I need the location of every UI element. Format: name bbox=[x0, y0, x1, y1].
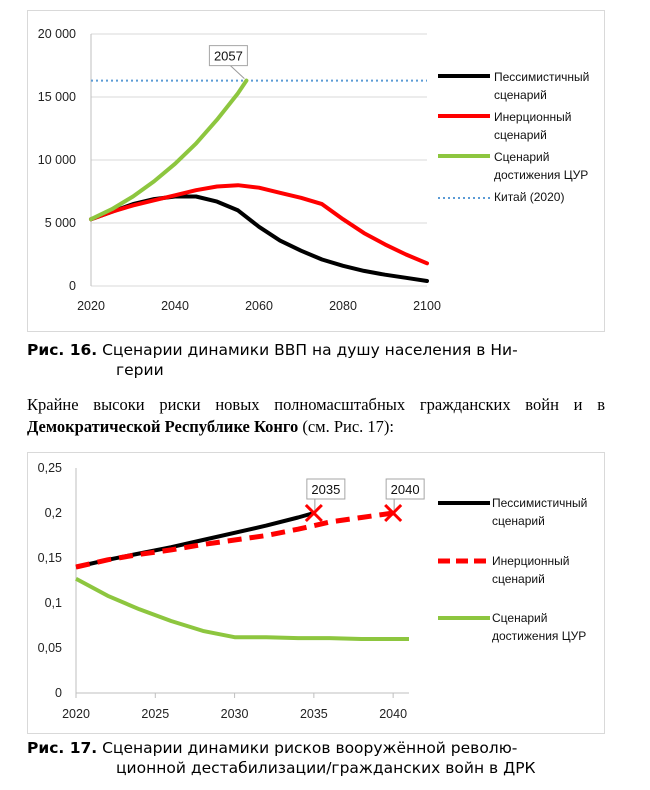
series-line bbox=[75, 510, 394, 570]
legend-entry: Пессимистичный bbox=[492, 496, 587, 510]
y-tick-label: 20 000 bbox=[38, 27, 76, 41]
y-tick-label: 0,2 bbox=[45, 506, 62, 520]
paragraph-text-2: (см. Рис. 17): bbox=[298, 417, 395, 436]
legend-entry: Сценарий bbox=[494, 150, 549, 164]
legend-entry: сценарий bbox=[492, 572, 545, 586]
chart-16: 0 5 000 10 000 15 000 20 000 2020 2040 2060 2080… bbox=[27, 10, 605, 332]
legend-entry: достижения ЦУР bbox=[492, 629, 586, 643]
legend-entry: Пессимистичный bbox=[494, 70, 589, 84]
callout-leader bbox=[230, 65, 245, 79]
callout-label: 2057 bbox=[214, 49, 243, 64]
y-tick-label: 0 bbox=[55, 686, 62, 700]
legend-entry: Китай (2020) bbox=[494, 190, 564, 204]
series-line bbox=[75, 511, 315, 569]
x-tick-label: 2040 bbox=[161, 299, 189, 313]
callout-box bbox=[385, 478, 425, 500]
chart-16-plot: 0 5 000 10 000 15 000 20 000 2020 2040 2060 2080… bbox=[38, 27, 590, 313]
figure-17-caption-label: Рис. 17. bbox=[27, 739, 98, 757]
paragraph-text-1: Крайне высоки риски новых полномасштабны… bbox=[27, 395, 605, 414]
x-tick-label: 2030 bbox=[221, 707, 249, 721]
x-tick-label: 2035 bbox=[300, 707, 328, 721]
figure-17-caption-line1: Сценарии динамики рисков вооружённой рев… bbox=[102, 739, 518, 757]
legend-entry: Сценарий bbox=[492, 611, 547, 625]
callout-label: 2040 bbox=[391, 482, 420, 497]
figure-17-caption: Рис. 17. Сценарии динамики рисков вооруж… bbox=[27, 738, 617, 778]
x-tick-label: 2080 bbox=[329, 299, 357, 313]
callout-label: 2035 bbox=[311, 482, 340, 497]
legend-entry: сценарий bbox=[492, 514, 545, 528]
series-line bbox=[89, 78, 249, 222]
x-tick-label: 2020 bbox=[62, 707, 90, 721]
x-marker bbox=[304, 503, 323, 523]
x-tick-label: 2100 bbox=[413, 299, 441, 313]
figure-16-caption-line2: герии bbox=[116, 361, 164, 379]
x-tick-label: 2040 bbox=[379, 707, 407, 721]
legend-entry: сценарий bbox=[494, 88, 547, 102]
callout-box bbox=[208, 45, 248, 67]
y-tick-label: 10 000 bbox=[38, 153, 76, 167]
x-tick-label: 2020 bbox=[77, 299, 105, 313]
y-tick-label: 0,25 bbox=[38, 461, 62, 475]
y-tick-label: 0,1 bbox=[45, 596, 62, 610]
y-tick-label: 0,05 bbox=[38, 641, 62, 655]
x-tick-label: 2025 bbox=[141, 707, 169, 721]
figure-16-caption-line1: Сценарии динамики ВВП на душу населения … bbox=[102, 341, 518, 359]
x-tick-label: 2060 bbox=[245, 299, 273, 313]
callout-box bbox=[306, 478, 346, 500]
figure-16-caption-label: Рис. 16. bbox=[27, 341, 98, 359]
legend-entry: сценарий bbox=[494, 128, 547, 142]
legend-entry: Инерционный bbox=[494, 110, 571, 124]
figure-17-caption-line2: ционной дестабилизации/гражданских войн … bbox=[116, 759, 536, 777]
chart-17: 0 0,05 0,1 0,15 0,2 0,25 2020 2025 2030 2035 2040 2… bbox=[27, 452, 605, 734]
y-tick-label: 0 bbox=[69, 279, 76, 293]
y-tick-label: 5 000 bbox=[45, 216, 76, 230]
legend-entry: Инерционный bbox=[492, 554, 569, 568]
series-line bbox=[75, 576, 409, 641]
legend-entry: достижения ЦУР bbox=[494, 168, 588, 182]
figure-16-caption: Рис. 16. Сценарии динамики ВВП на душу н… bbox=[27, 340, 607, 380]
series-line bbox=[89, 183, 429, 266]
x-marker bbox=[384, 503, 403, 523]
chart-17-plot: 0 0,05 0,1 0,15 0,2 0,25 2020 2025 2030 2035 2040 2… bbox=[38, 461, 588, 721]
y-tick-label: 15 000 bbox=[38, 90, 76, 104]
y-tick-label: 0,15 bbox=[38, 551, 62, 565]
paragraph-bold-drc: Демократической Республике Конго bbox=[27, 417, 299, 436]
body-paragraph: Крайне высоки риски новых полномасштабны… bbox=[27, 394, 605, 438]
